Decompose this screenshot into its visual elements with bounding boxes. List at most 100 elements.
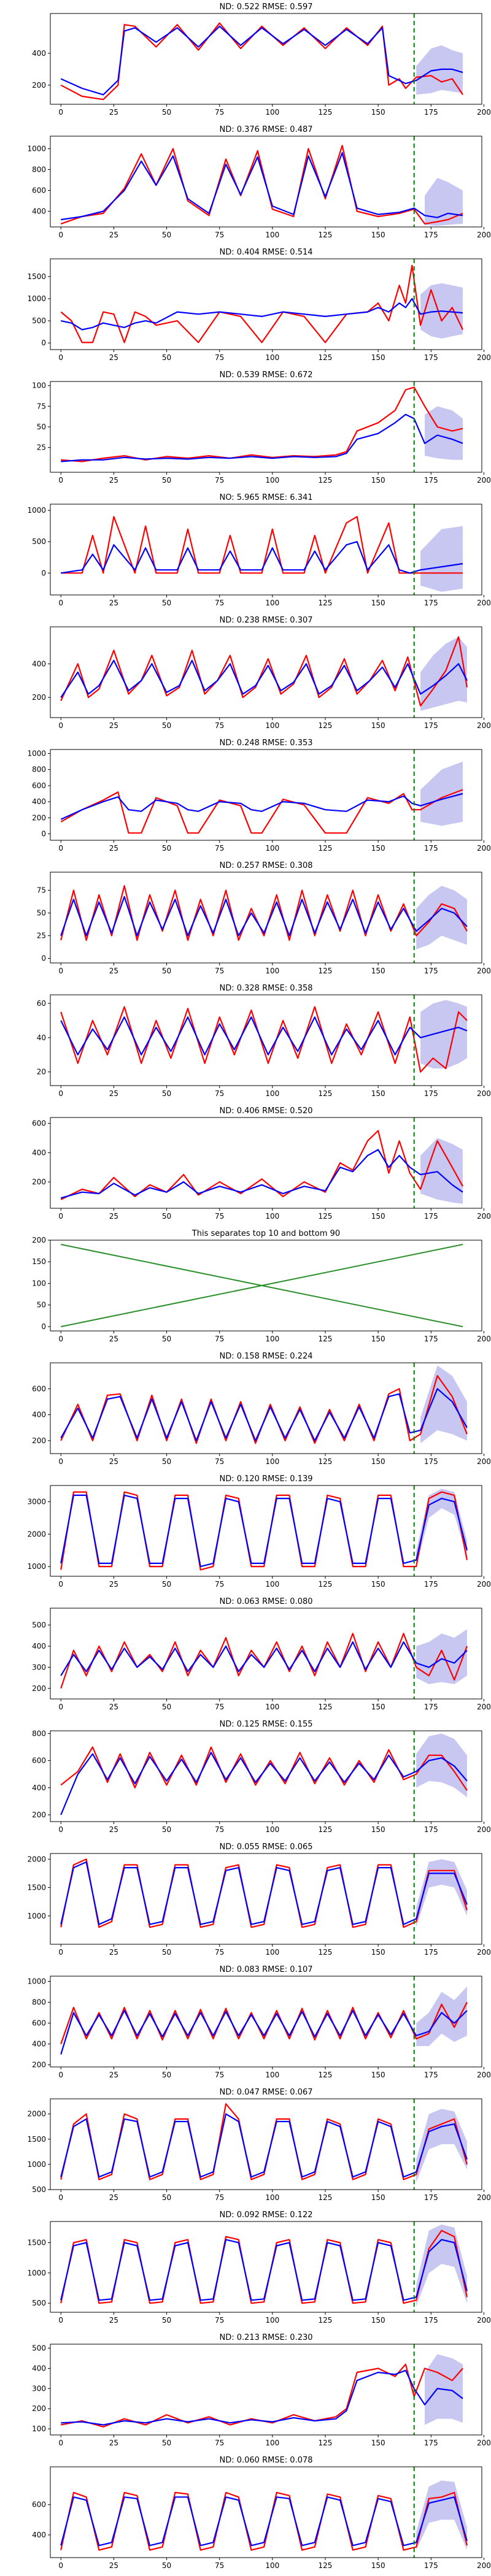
- chart-panel-17: ND: 0.083 RMSE: 0.107 0 25 50 75 100 125 150 175…: [27, 1965, 490, 2079]
- x-tick-label: 200: [477, 476, 491, 485]
- panel-title: ND: 0.522 RMSE: 0.597: [219, 2, 312, 12]
- panel-title: ND: 0.060 RMSE: 0.078: [219, 2456, 312, 2465]
- actual-series-line: [60, 1746, 468, 1791]
- predicted-series-line: [60, 2496, 468, 2547]
- x-tick-label: 0: [58, 2193, 63, 2202]
- x-tick-label: 25: [109, 1948, 118, 1957]
- panel-title: ND: 0.047 RMSE: 0.067: [219, 2088, 312, 2097]
- chart-panel-2: ND: 0.376 RMSE: 0.487 0 25 50 75 100 125 150 175…: [27, 125, 490, 239]
- x-tick-label: 200: [477, 1825, 491, 1834]
- chart-panel-9: ND: 0.328 RMSE: 0.358 0 25 50 75 100 125 150 175…: [37, 984, 491, 1098]
- predicted-series-line: [60, 2010, 468, 2055]
- x-tick-label: 25: [109, 1457, 118, 1466]
- x-tick-label: 50: [162, 844, 171, 853]
- actual-series-line: [60, 2002, 468, 2044]
- y-tick-label: 2000: [27, 1855, 46, 1863]
- x-tick-label: 100: [265, 967, 279, 975]
- y-tick-label: 200: [32, 1684, 46, 1693]
- x-tick-label: 0: [58, 1335, 63, 1343]
- x-tick-label: 150: [371, 353, 385, 362]
- x-tick-label: 50: [162, 353, 171, 362]
- x-tick-label: 100: [265, 1212, 279, 1221]
- y-tick-label: 600: [32, 2501, 46, 2509]
- predicted-series-line: [60, 1149, 463, 1199]
- x-tick-label: 150: [371, 721, 385, 730]
- y-tick-label: 400: [32, 49, 46, 58]
- x-tick-label: 75: [215, 108, 224, 117]
- x-tick-label: 25: [109, 1703, 118, 1711]
- y-tick-label: 200: [32, 81, 46, 90]
- x-tick-label: 25: [109, 1335, 118, 1343]
- y-tick-label: 2000: [27, 2110, 46, 2118]
- y-tick-label: 800: [32, 1998, 46, 2007]
- x-tick-label: 150: [371, 1825, 385, 1834]
- y-tick-label: 75: [37, 886, 46, 895]
- panel-title: ND: 0.376 RMSE: 0.487: [219, 125, 312, 134]
- uncertainty-band: [416, 886, 467, 949]
- x-tick-label: 50: [162, 2439, 171, 2447]
- x-tick-label: 175: [424, 2316, 438, 2325]
- uncertainty-band: [416, 2109, 467, 2182]
- x-tick-label: 150: [371, 2071, 385, 2079]
- x-tick-label: 25: [109, 599, 118, 607]
- chart-panel-3: ND: 0.404 RMSE: 0.514 0 25 50 75 100 125 150 175…: [27, 248, 490, 362]
- chart-panel-11: This separates top 10 and bottom 90 0 25 50…: [32, 1229, 491, 1343]
- x-tick-label: 50: [162, 2071, 171, 2079]
- y-tick-label: 400: [32, 1148, 46, 1157]
- x-tick-label: 200: [477, 2439, 491, 2447]
- y-tick-label: 1500: [27, 2239, 46, 2247]
- x-tick-label: 75: [215, 721, 224, 730]
- x-tick-label: 75: [215, 1335, 224, 1343]
- plot-frame: [50, 872, 482, 964]
- x-tick-label: 125: [319, 1948, 333, 1957]
- y-tick-label: 500: [32, 1621, 46, 1630]
- x-tick-label: 150: [371, 1335, 385, 1343]
- y-tick-label: 400: [32, 797, 46, 806]
- x-tick-label: 175: [424, 476, 438, 485]
- y-tick-label: 400: [32, 2364, 46, 2372]
- x-tick-label: 175: [424, 599, 438, 607]
- x-tick-label: 75: [215, 231, 224, 239]
- panel-title: ND: 0.248 RMSE: 0.353: [219, 738, 312, 748]
- plot-frame: [50, 1362, 482, 1454]
- y-tick-label: 200: [32, 2404, 46, 2413]
- x-tick-label: 125: [319, 967, 333, 975]
- plot-frame: [50, 1117, 482, 1209]
- x-tick-label: 200: [477, 1580, 491, 1589]
- predicted-series-line: [60, 792, 463, 820]
- y-tick-label: 2000: [27, 1530, 46, 1538]
- x-tick-label: 200: [477, 1457, 491, 1466]
- x-tick-label: 25: [109, 2071, 118, 2079]
- x-tick-label: 25: [109, 1825, 118, 1834]
- y-tick-label: 300: [32, 1663, 46, 1671]
- actual-series-line: [60, 1858, 468, 1928]
- x-tick-label: 100: [265, 353, 279, 362]
- panel-title: ND: 0.238 RMSE: 0.307: [219, 616, 312, 625]
- chart-panel-4: ND: 0.539 RMSE: 0.672 0 25 50 75 100 125 150 175…: [32, 370, 491, 485]
- x-tick-label: 200: [477, 721, 491, 730]
- y-tick-label: 800: [32, 765, 46, 774]
- x-tick-label: 0: [58, 108, 63, 117]
- x-tick-label: 75: [215, 967, 224, 975]
- panel-title: ND: 0.158 RMSE: 0.224: [219, 1352, 312, 1361]
- y-tick-label: 0: [41, 339, 46, 347]
- actual-series-line: [60, 885, 468, 941]
- predicted-series-line: [60, 1388, 468, 1441]
- x-tick-label: 125: [319, 721, 333, 730]
- x-tick-label: 100: [265, 1089, 279, 1098]
- y-tick-label: 200: [32, 1178, 46, 1186]
- actual-series-line: [60, 2229, 468, 2304]
- x-tick-label: 100: [265, 231, 279, 239]
- x-tick-label: 200: [477, 967, 491, 975]
- y-tick-label: 0: [41, 1322, 46, 1331]
- x-tick-label: 125: [319, 1089, 333, 1098]
- plot-frame: [50, 1730, 482, 1822]
- y-tick-label: 60: [37, 999, 46, 1008]
- x-tick-label: 0: [58, 2439, 63, 2447]
- x-tick-label: 100: [265, 844, 279, 853]
- x-tick-label: 200: [477, 1089, 491, 1098]
- x-tick-label: 50: [162, 1335, 171, 1343]
- plot-frame: [50, 258, 482, 350]
- y-tick-label: 200: [32, 1236, 46, 1244]
- uncertainty-band: [420, 761, 463, 826]
